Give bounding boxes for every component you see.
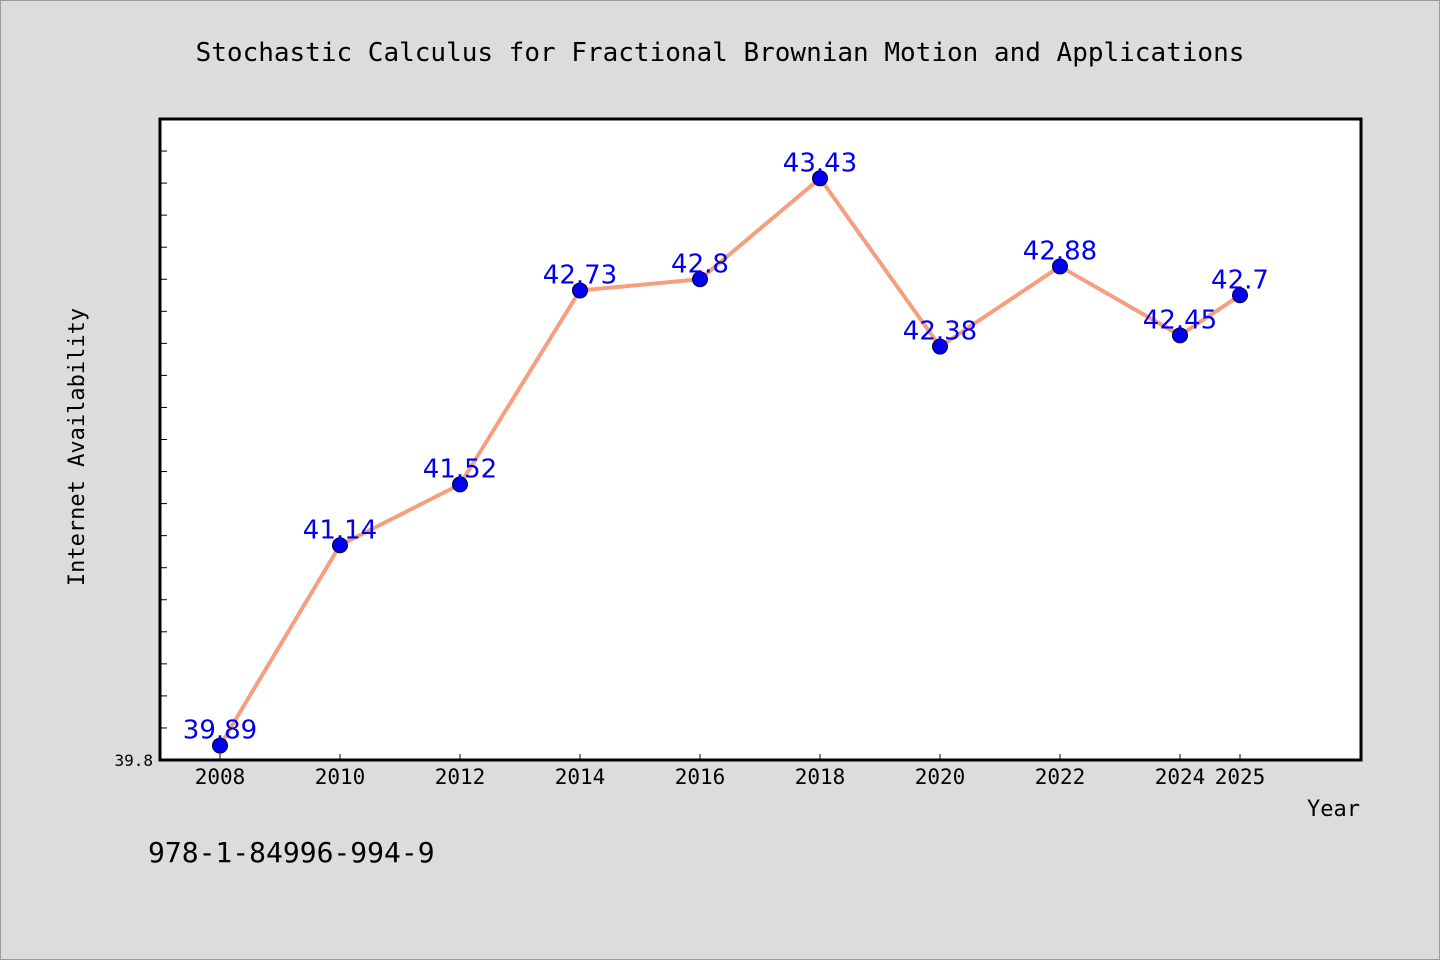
y-tick-label: 39.8 bbox=[114, 751, 153, 770]
data-label: 42.7 bbox=[1211, 265, 1269, 295]
data-point bbox=[692, 271, 708, 288]
data-label: 42.38 bbox=[903, 317, 977, 347]
data-label: 39.89 bbox=[183, 716, 257, 746]
x-tick-label: 2014 bbox=[555, 765, 606, 789]
data-label: 42.73 bbox=[543, 260, 617, 290]
data-point bbox=[212, 737, 228, 754]
series-layer: 39.89 41.14 41.52 42.73 42.8 43.43 42.38 42.88 4… bbox=[183, 148, 1269, 754]
data-point bbox=[812, 170, 828, 187]
data-point bbox=[572, 282, 588, 299]
data-label: 42.88 bbox=[1023, 236, 1097, 266]
x-axis-ticks: 2008 2010 2012 2014 2016 2018 2020 2022 2024 2025 bbox=[195, 754, 1266, 789]
x-tick-label: 2025 bbox=[1215, 765, 1266, 789]
x-tick-label: 2018 bbox=[795, 765, 846, 789]
x-tick-label: 2022 bbox=[1035, 765, 1086, 789]
x-tick-label: 2008 bbox=[195, 765, 246, 789]
y-axis-ticks bbox=[160, 118, 167, 761]
x-tick-label: 2016 bbox=[675, 765, 726, 789]
data-label: 42.45 bbox=[1143, 305, 1217, 335]
chart-title: Stochastic Calculus for Fractional Brown… bbox=[196, 38, 1245, 68]
data-point bbox=[1052, 258, 1068, 275]
series-line bbox=[218, 176, 1242, 747]
x-axis-title: Year bbox=[1307, 797, 1360, 822]
data-point bbox=[452, 476, 468, 493]
data-label: 42.8 bbox=[671, 249, 729, 279]
x-tick-label: 2020 bbox=[915, 765, 966, 789]
plot-area bbox=[158, 117, 1363, 762]
x-tick-label: 2012 bbox=[435, 765, 486, 789]
data-point bbox=[932, 338, 948, 355]
x-tick-label: 2010 bbox=[315, 765, 366, 789]
footnote-isbn: 978-1-84996-994-9 bbox=[148, 836, 435, 869]
data-point bbox=[1172, 327, 1188, 344]
data-label: 43.43 bbox=[783, 148, 857, 178]
y-axis-title: Internet Availability bbox=[65, 308, 90, 586]
data-point bbox=[1232, 287, 1248, 304]
data-point bbox=[332, 537, 348, 554]
data-label: 41.14 bbox=[303, 515, 377, 545]
x-tick-label: 2024 bbox=[1155, 765, 1206, 789]
data-label: 41.52 bbox=[423, 454, 497, 484]
